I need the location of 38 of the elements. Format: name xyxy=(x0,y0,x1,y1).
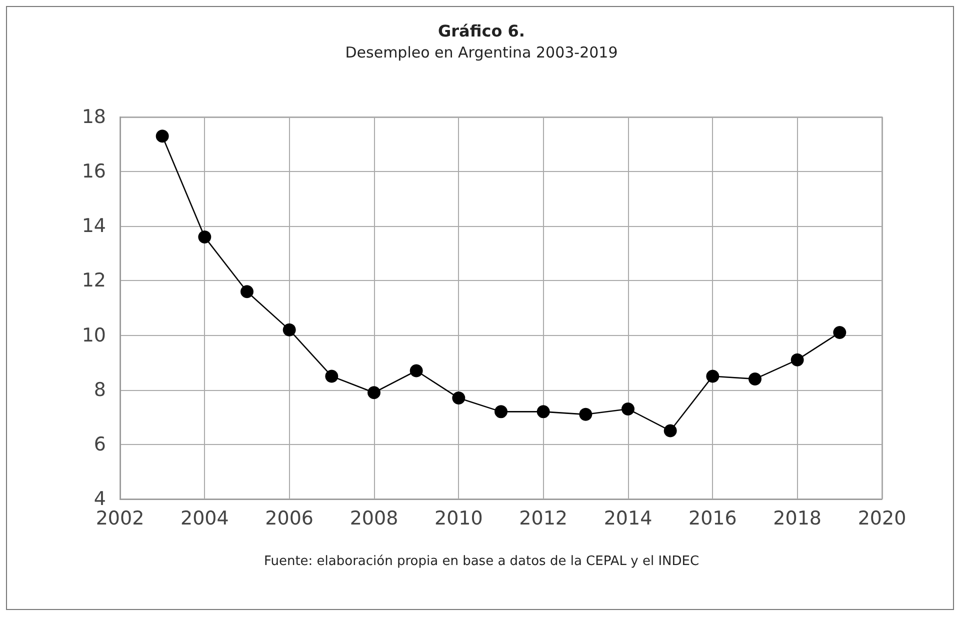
point xyxy=(240,285,254,298)
point xyxy=(410,364,423,378)
x-tick-label: 2002 xyxy=(96,508,144,530)
x-tick-label: 2016 xyxy=(688,508,737,530)
point xyxy=(494,405,508,418)
point xyxy=(622,402,634,416)
point xyxy=(282,323,296,336)
x-tick-label: 2020 xyxy=(858,508,906,530)
point xyxy=(368,386,380,400)
point xyxy=(790,353,804,366)
point xyxy=(579,408,592,421)
y-tick-label: 6 xyxy=(94,433,106,456)
point xyxy=(833,326,846,340)
point xyxy=(325,370,338,383)
x-tick-label: 2004 xyxy=(180,508,229,530)
chart-subtitle: Desempleo en Argentina 2003-2019 xyxy=(345,44,618,62)
source-note: Fuente: elaboración propia en base a datos de la CEPAL y el INDEC xyxy=(264,554,700,569)
point xyxy=(536,405,550,418)
point xyxy=(706,370,720,383)
x-tick-label: 2018 xyxy=(773,508,822,530)
point xyxy=(748,372,762,386)
x-tick-label: 2010 xyxy=(434,508,483,530)
y-tick-label: 4 xyxy=(94,488,106,510)
x-tick-label: 2008 xyxy=(350,508,398,530)
y-tick-label: 8 xyxy=(94,378,106,401)
x-tick-label: 2012 xyxy=(519,508,568,530)
x-tick-label: 2014 xyxy=(604,508,652,530)
y-tick-label: 10 xyxy=(82,324,106,346)
chart-title: Gráfico 6. xyxy=(438,22,525,40)
y-tick-label: 12 xyxy=(82,270,106,292)
y-tick-label: 18 xyxy=(82,106,106,128)
point xyxy=(664,424,677,438)
y-tick-label: 14 xyxy=(82,215,106,238)
point xyxy=(452,392,466,405)
y-tick-label: 16 xyxy=(82,160,106,183)
x-tick-label: 2006 xyxy=(265,508,314,530)
point xyxy=(198,230,212,244)
point xyxy=(156,130,169,143)
